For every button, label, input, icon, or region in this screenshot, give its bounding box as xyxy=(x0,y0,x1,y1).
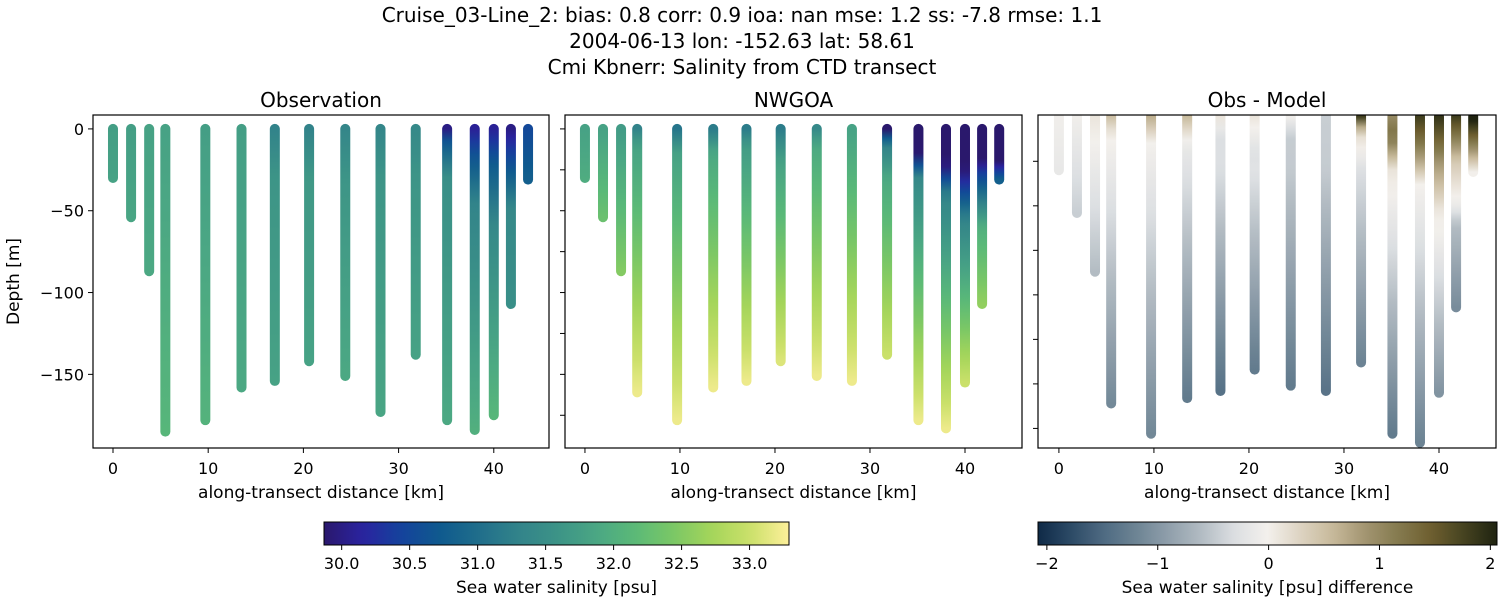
profiles-layer xyxy=(1053,115,1479,448)
x-tick-label: 40 xyxy=(1429,459,1449,478)
x-tick-label: 10 xyxy=(670,459,690,478)
panel-title: Observation xyxy=(260,88,382,112)
x-axis-label: along-transect distance [km] xyxy=(671,483,917,503)
x-axis-label: along-transect distance [km] xyxy=(198,483,444,503)
colorbar-gradient xyxy=(1037,521,1498,546)
x-tick-label: 10 xyxy=(198,459,218,478)
profiles-layer xyxy=(107,123,534,437)
panel-title: Obs - Model xyxy=(1208,88,1327,112)
colorbar-gradient xyxy=(323,521,790,546)
panel-diff: Obs - Model 0 10 20 30 40 along-transect dista… xyxy=(1033,88,1497,503)
colorbar-tick-label: 33.0 xyxy=(732,554,768,573)
x-tick-label: 20 xyxy=(765,459,785,478)
panel-obs: Observation 0 10 20 30 40 along-transect dista… xyxy=(4,88,550,503)
x-tick-label: 0 xyxy=(108,459,118,478)
colorbar-tick-label: 0 xyxy=(1264,554,1274,573)
colorbar-tick-label: 2 xyxy=(1485,554,1495,573)
figure-title-line-3: Cmi Kbnerr: Salinity from CTD transect xyxy=(548,55,937,79)
x-tick-label: 20 xyxy=(1239,459,1259,478)
x-tick-label: 30 xyxy=(388,459,408,478)
x-tick-label: 40 xyxy=(484,459,504,478)
x-tick-label: 40 xyxy=(955,459,975,478)
panel-title: NWGOA xyxy=(754,88,834,112)
panel-model: NWGOA 0 10 20 30 40 along-transect distance [k… xyxy=(560,88,1023,503)
y-tick-label: −150 xyxy=(40,365,84,384)
axes-frame xyxy=(1037,114,1497,449)
figure-title-line-2: 2004-06-13 lon: -152.63 lat: 58.61 xyxy=(569,29,915,53)
x-tick-label: 10 xyxy=(1144,459,1164,478)
x-tick-label: 30 xyxy=(860,459,880,478)
colorbar-tick-label: 32.0 xyxy=(596,554,632,573)
x-tick-label: 0 xyxy=(1054,459,1064,478)
colorbar-haline: 30.0 30.5 31.0 31.5 32.0 32.5 33.0 Sea water sa… xyxy=(323,521,790,598)
axes-frame xyxy=(564,114,1023,449)
colorbar-label: Sea water salinity [psu] difference xyxy=(1122,578,1414,598)
colorbar-tick-label: 30.5 xyxy=(392,554,428,573)
colorbar-tick-label: −1 xyxy=(1146,554,1170,573)
y-tick-label: 0 xyxy=(74,120,84,139)
x-tick-label: 30 xyxy=(1334,459,1354,478)
colorbar-tick-label: −2 xyxy=(1035,554,1059,573)
x-tick-label: 20 xyxy=(293,459,313,478)
colorbar-tick-label: 31.0 xyxy=(460,554,496,573)
x-axis-label: along-transect distance [km] xyxy=(1144,483,1390,503)
y-tick-label: −50 xyxy=(50,202,84,221)
profiles-layer xyxy=(579,123,1005,434)
y-axis-label: Depth [m] xyxy=(4,238,24,325)
x-tick-label: 0 xyxy=(580,459,590,478)
axes-frame xyxy=(92,114,550,449)
colorbar-tick-label: 31.5 xyxy=(528,554,564,573)
colorbar-tick-label: 30.0 xyxy=(324,554,360,573)
colorbar-tick-label: 32.5 xyxy=(664,554,700,573)
colorbar-diff: −2 −1 0 1 2 Sea water salinity [psu] differen… xyxy=(1035,521,1498,598)
colorbar-tick-label: 1 xyxy=(1374,554,1384,573)
colorbar-label: Sea water salinity [psu] xyxy=(456,578,657,598)
figure-title-line-1: Cruise_03-Line_2: bias: 0.8 corr: 0.9 io… xyxy=(382,3,1103,27)
y-tick-label: −100 xyxy=(40,284,84,303)
